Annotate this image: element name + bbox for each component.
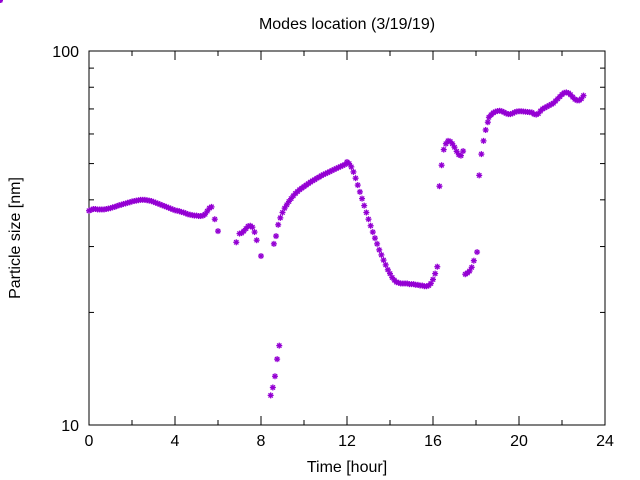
data-point xyxy=(253,237,260,244)
data-point xyxy=(354,182,361,189)
chart-title: Modes location (3/19/19) xyxy=(259,16,435,33)
data-point xyxy=(367,222,374,229)
data-point xyxy=(249,224,256,231)
data-point xyxy=(215,228,221,235)
x-tick-label: 24 xyxy=(596,433,614,450)
data-point xyxy=(275,221,282,228)
data-point xyxy=(436,183,443,190)
data-point xyxy=(380,257,387,264)
data-point xyxy=(376,246,383,253)
data-point xyxy=(453,148,460,155)
data-point xyxy=(382,261,389,268)
data-point xyxy=(480,137,487,144)
plot-frame xyxy=(88,50,606,426)
x-tick-label: 4 xyxy=(171,433,180,450)
x-tick-label: 20 xyxy=(510,433,528,450)
data-point xyxy=(251,229,258,236)
data-point xyxy=(468,264,475,271)
data-point xyxy=(118,201,125,208)
data-point xyxy=(277,214,284,221)
data-point xyxy=(159,202,166,209)
y-tick-label: 10 xyxy=(61,418,79,435)
data-point xyxy=(457,152,464,159)
data-point xyxy=(378,251,385,258)
data-point xyxy=(578,95,585,102)
data-point xyxy=(202,211,209,218)
data-point xyxy=(361,202,368,209)
data-point xyxy=(438,162,445,169)
x-axis: 0 4 8 12 16 20 24 xyxy=(85,51,614,450)
x-tick-label: 12 xyxy=(338,433,356,450)
data-point xyxy=(470,257,477,264)
y-tick-label: 100 xyxy=(52,44,79,61)
data-point xyxy=(154,200,161,207)
data-point xyxy=(208,203,215,210)
data-point xyxy=(350,168,357,175)
data-point xyxy=(440,146,447,153)
data-point xyxy=(233,239,240,246)
data-point xyxy=(269,384,276,391)
data-point xyxy=(369,229,376,236)
y-axis-label: Particle size [nm] xyxy=(7,177,24,299)
data-point xyxy=(281,205,288,212)
x-axis-label: Time [hour] xyxy=(307,459,387,476)
data-point xyxy=(273,233,280,240)
data-point xyxy=(434,263,441,270)
data-point xyxy=(267,392,274,399)
data-point xyxy=(258,253,264,260)
x-tick-label: 8 xyxy=(257,433,266,450)
data-point xyxy=(279,209,286,216)
data-point xyxy=(503,110,510,117)
data-point xyxy=(484,119,491,126)
data-point xyxy=(356,188,363,195)
x-tick-label: 0 xyxy=(85,433,94,450)
data-point xyxy=(482,126,489,133)
data-point xyxy=(274,356,281,363)
data-point xyxy=(348,163,355,170)
data-point xyxy=(363,209,370,216)
data-point xyxy=(276,342,283,349)
data-point xyxy=(430,276,436,283)
x-tick-label: 16 xyxy=(424,433,442,450)
data-point xyxy=(460,148,467,155)
data-point xyxy=(371,235,378,242)
data-point xyxy=(0,0,3,3)
data-point xyxy=(352,175,359,182)
data-point xyxy=(270,240,277,247)
data-point xyxy=(365,216,372,223)
y-axis: 10 100 xyxy=(52,44,605,435)
data-point xyxy=(580,92,587,99)
data-point xyxy=(271,373,278,380)
data-series xyxy=(0,0,587,399)
data-point xyxy=(359,195,366,202)
data-point xyxy=(476,172,483,179)
data-point xyxy=(161,203,168,210)
data-point xyxy=(478,151,485,158)
data-point xyxy=(374,240,381,247)
data-point xyxy=(474,249,481,256)
data-point xyxy=(211,216,218,223)
data-point xyxy=(432,270,439,277)
